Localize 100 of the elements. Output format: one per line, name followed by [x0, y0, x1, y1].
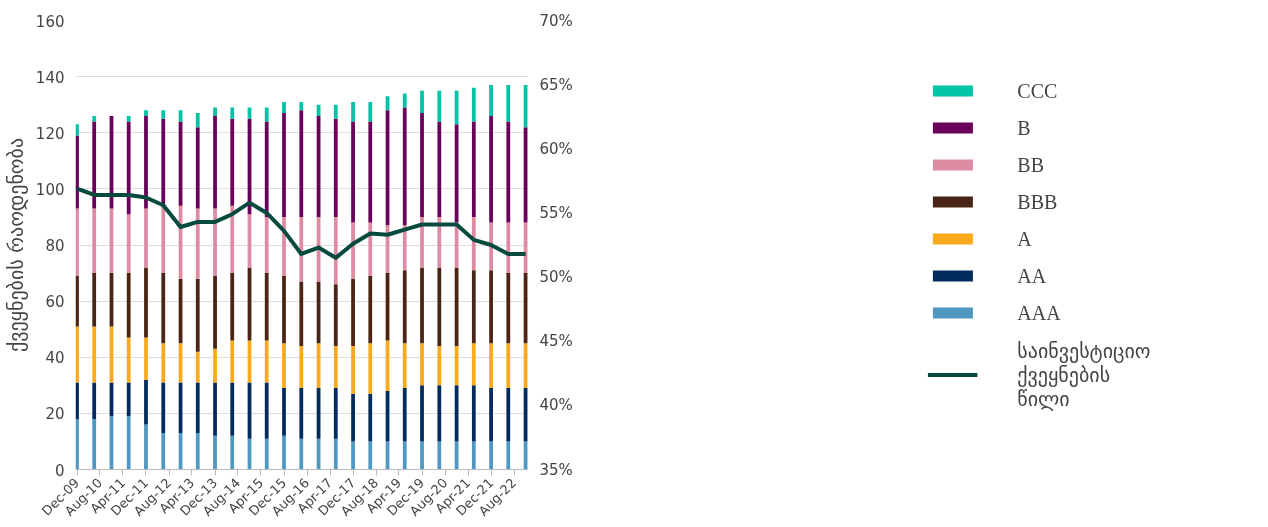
bar: [299, 346, 304, 389]
bar: [264, 216, 269, 274]
y-tick-label: 160: [35, 12, 65, 31]
bar: [92, 382, 97, 419]
bar: [161, 433, 166, 470]
bar: [195, 278, 200, 352]
bar: [213, 348, 217, 383]
bar: [402, 343, 407, 389]
bar: [144, 267, 148, 338]
bar: [402, 225, 407, 271]
bar: [230, 273, 235, 341]
bar: [213, 382, 217, 436]
bar: [506, 441, 511, 470]
bar: [264, 273, 269, 341]
bar: [299, 101, 304, 111]
bar: [402, 107, 407, 226]
bar: [471, 343, 476, 386]
y-tick-label: 40: [45, 349, 65, 368]
bar: [92, 115, 97, 122]
bar: [471, 385, 476, 442]
bar: [471, 441, 476, 470]
y-tick-label: 80: [45, 237, 65, 255]
bar: [351, 222, 355, 279]
bar: [213, 275, 217, 349]
bar: [420, 90, 424, 114]
bar: [471, 87, 476, 122]
bar: [506, 388, 511, 442]
bar: [437, 121, 442, 217]
bar: [489, 441, 493, 470]
bar: [368, 121, 373, 223]
bar: [161, 382, 166, 434]
bar: [195, 433, 200, 470]
bar: [92, 208, 97, 274]
bar: [437, 267, 442, 347]
bar: [161, 118, 166, 206]
bar: [299, 110, 304, 217]
bar: [506, 85, 511, 122]
bar: [230, 435, 235, 470]
bar: [333, 216, 338, 285]
bar: [333, 346, 338, 389]
bar: [92, 326, 97, 383]
bar: [368, 275, 373, 344]
bar: [489, 388, 493, 442]
bar: [144, 424, 148, 470]
bar: [506, 343, 511, 389]
bar: [144, 379, 148, 425]
y2-tick-label: 70%: [539, 11, 573, 30]
bar: [161, 110, 166, 119]
bar: [506, 222, 511, 274]
bar: [195, 351, 200, 383]
bar: [489, 222, 493, 271]
bar: [126, 337, 131, 383]
bar: [144, 115, 148, 209]
bar: [420, 385, 424, 442]
bar: [230, 382, 235, 436]
y-tick-label: 60: [45, 293, 65, 312]
legend-label: CCC: [1017, 79, 1058, 102]
bar: [333, 438, 338, 470]
y-tick-label: 140: [35, 68, 65, 87]
bar: [264, 438, 269, 470]
bar: [351, 278, 355, 347]
bar: [351, 101, 355, 122]
y-axis-title: ქვეყნების რაოდენობა: [3, 137, 28, 353]
y2-tick-label: 65%: [539, 75, 573, 94]
bar: [144, 337, 148, 380]
bar: [333, 118, 338, 217]
y-tick-label: 100: [35, 180, 65, 199]
bar: [161, 205, 166, 274]
bar: [489, 343, 493, 389]
bar: [489, 270, 493, 344]
bar: [333, 104, 338, 119]
bar: [213, 107, 217, 116]
bar: [282, 275, 286, 344]
bar: [471, 270, 476, 344]
bar: [92, 121, 97, 209]
bar: [195, 382, 200, 434]
legend-label: B: [1017, 116, 1032, 139]
legend-label: საინვესტიციო ქვეყნების წილი: [1017, 338, 1151, 410]
y2-tick-label: 40%: [539, 396, 573, 415]
bar: [282, 388, 286, 436]
bar: [437, 441, 442, 470]
bar: [161, 273, 166, 344]
bar: [368, 222, 373, 276]
bar: [420, 441, 424, 470]
bar: [402, 270, 407, 344]
bar: [195, 113, 200, 128]
y-tick-label: 0: [54, 461, 65, 480]
bar: [230, 340, 235, 383]
bar: [351, 121, 355, 223]
bar: [195, 127, 200, 209]
bar: [368, 101, 373, 122]
bar: [368, 343, 373, 394]
bar: [213, 435, 217, 470]
legend-label: BB: [1017, 153, 1045, 176]
y2-tick-label: 45%: [539, 332, 573, 351]
bar: [420, 343, 424, 386]
bar: [282, 101, 286, 114]
y-tick-label: 120: [35, 124, 65, 143]
bar: [264, 382, 269, 439]
bar: [161, 343, 166, 383]
